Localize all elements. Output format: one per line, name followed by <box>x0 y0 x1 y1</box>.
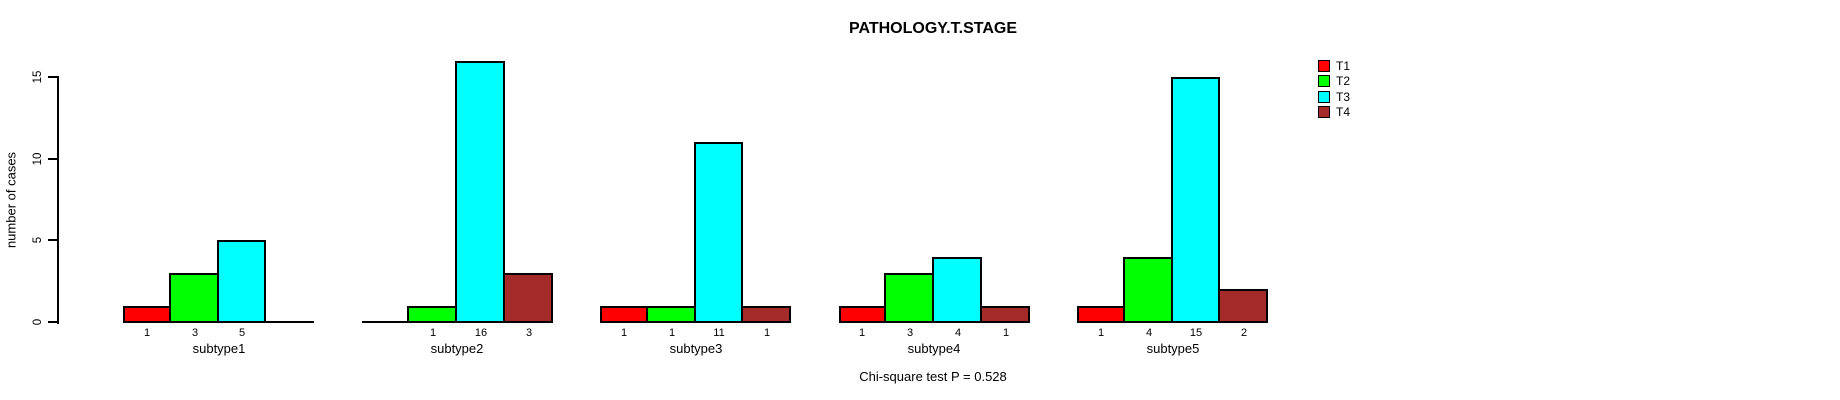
legend-swatch-T3 <box>1318 90 1330 103</box>
bar-value-label: 1 <box>763 327 771 339</box>
legend-item-T1: T1 <box>1318 60 1350 72</box>
legend-item-T4: T4 <box>1318 105 1351 120</box>
category-label-subtype5: subtype5 <box>1146 341 1200 356</box>
bar-T1-subtype4 <box>839 306 886 323</box>
y-axis-tick-label: 5 <box>32 236 44 244</box>
category-label-subtype3: subtype3 <box>669 341 723 356</box>
bar-value-label: 3 <box>525 327 533 339</box>
bar-value-label: 1 <box>429 327 437 339</box>
bar-value-label: 1 <box>143 327 151 339</box>
bar-T2-subtype3 <box>646 306 696 323</box>
y-axis-line <box>57 76 59 324</box>
bar-value-label: 2 <box>1240 327 1248 339</box>
y-axis-tick <box>48 158 57 160</box>
category-label-subtype2: subtype2 <box>430 341 484 356</box>
legend-label: T2 <box>1336 74 1351 89</box>
bar-T1-subtype5 <box>1077 306 1125 323</box>
bar-value-label: 3 <box>191 327 199 339</box>
bar-value-label: 16 <box>474 327 488 339</box>
legend-swatch-T2 <box>1318 75 1330 88</box>
legend: T1 T2 T3 T4 <box>1318 60 1350 122</box>
bar-T3-subtype4 <box>932 257 982 323</box>
bar-T2-subtype1 <box>169 273 219 323</box>
legend-item-T3: T3 <box>1318 89 1351 104</box>
chart-title: PATHOLOGY.T.STAGE <box>848 20 1018 37</box>
y-axis-tick-label: 15 <box>32 70 44 84</box>
y-axis-tick <box>48 321 57 323</box>
y-axis-tick-label: 0 <box>32 318 44 326</box>
y-axis-tick <box>48 239 57 241</box>
bar-value-label: 4 <box>954 327 962 339</box>
bar-T3-subtype3 <box>694 142 743 323</box>
y-axis-tick-label: 10 <box>32 152 44 166</box>
bar-value-label: 5 <box>238 327 246 339</box>
category-label-subtype1: subtype1 <box>192 341 246 356</box>
bar-T2-subtype2 <box>407 306 457 323</box>
bar-value-label: 4 <box>1145 327 1153 339</box>
bar-T4-subtype2 <box>503 273 553 323</box>
bar-T4-subtype5 <box>1218 289 1268 323</box>
bar-T3-subtype1 <box>217 240 266 323</box>
bar-T4-subtype4 <box>980 306 1030 323</box>
bar-T4-subtype3 <box>741 306 791 323</box>
category-label-subtype4: subtype4 <box>907 341 961 356</box>
legend-item-T2: T2 <box>1318 74 1351 89</box>
bar-value-label: 11 <box>713 327 725 339</box>
bar-value-label: 15 <box>1189 327 1203 339</box>
bar-value-label: 1 <box>858 327 866 339</box>
bar-T3-subtype5 <box>1171 77 1220 323</box>
bar-value-label: 3 <box>906 327 914 339</box>
bar-value-label: 1 <box>668 327 676 339</box>
bar-T2-subtype4 <box>884 273 934 323</box>
chi-square-annotation: Chi-square test P = 0.528 <box>859 369 1007 384</box>
legend-label: T1 <box>1336 59 1351 73</box>
bar-value-label: 1 <box>1097 327 1105 339</box>
bar-T1-subtype1 <box>123 306 171 323</box>
bar-T2-subtype5 <box>1123 257 1173 323</box>
legend-label: T4 <box>1336 105 1351 120</box>
bar-T1-subtype3 <box>600 306 648 323</box>
legend-swatch-T1 <box>1318 60 1330 72</box>
bar-value-label: 1 <box>1002 327 1010 339</box>
y-axis-tick <box>48 76 57 78</box>
legend-swatch-T4 <box>1318 106 1330 119</box>
bar-T3-subtype2 <box>455 61 505 323</box>
legend-label: T3 <box>1336 89 1351 104</box>
bar-value-label: 1 <box>620 327 628 339</box>
